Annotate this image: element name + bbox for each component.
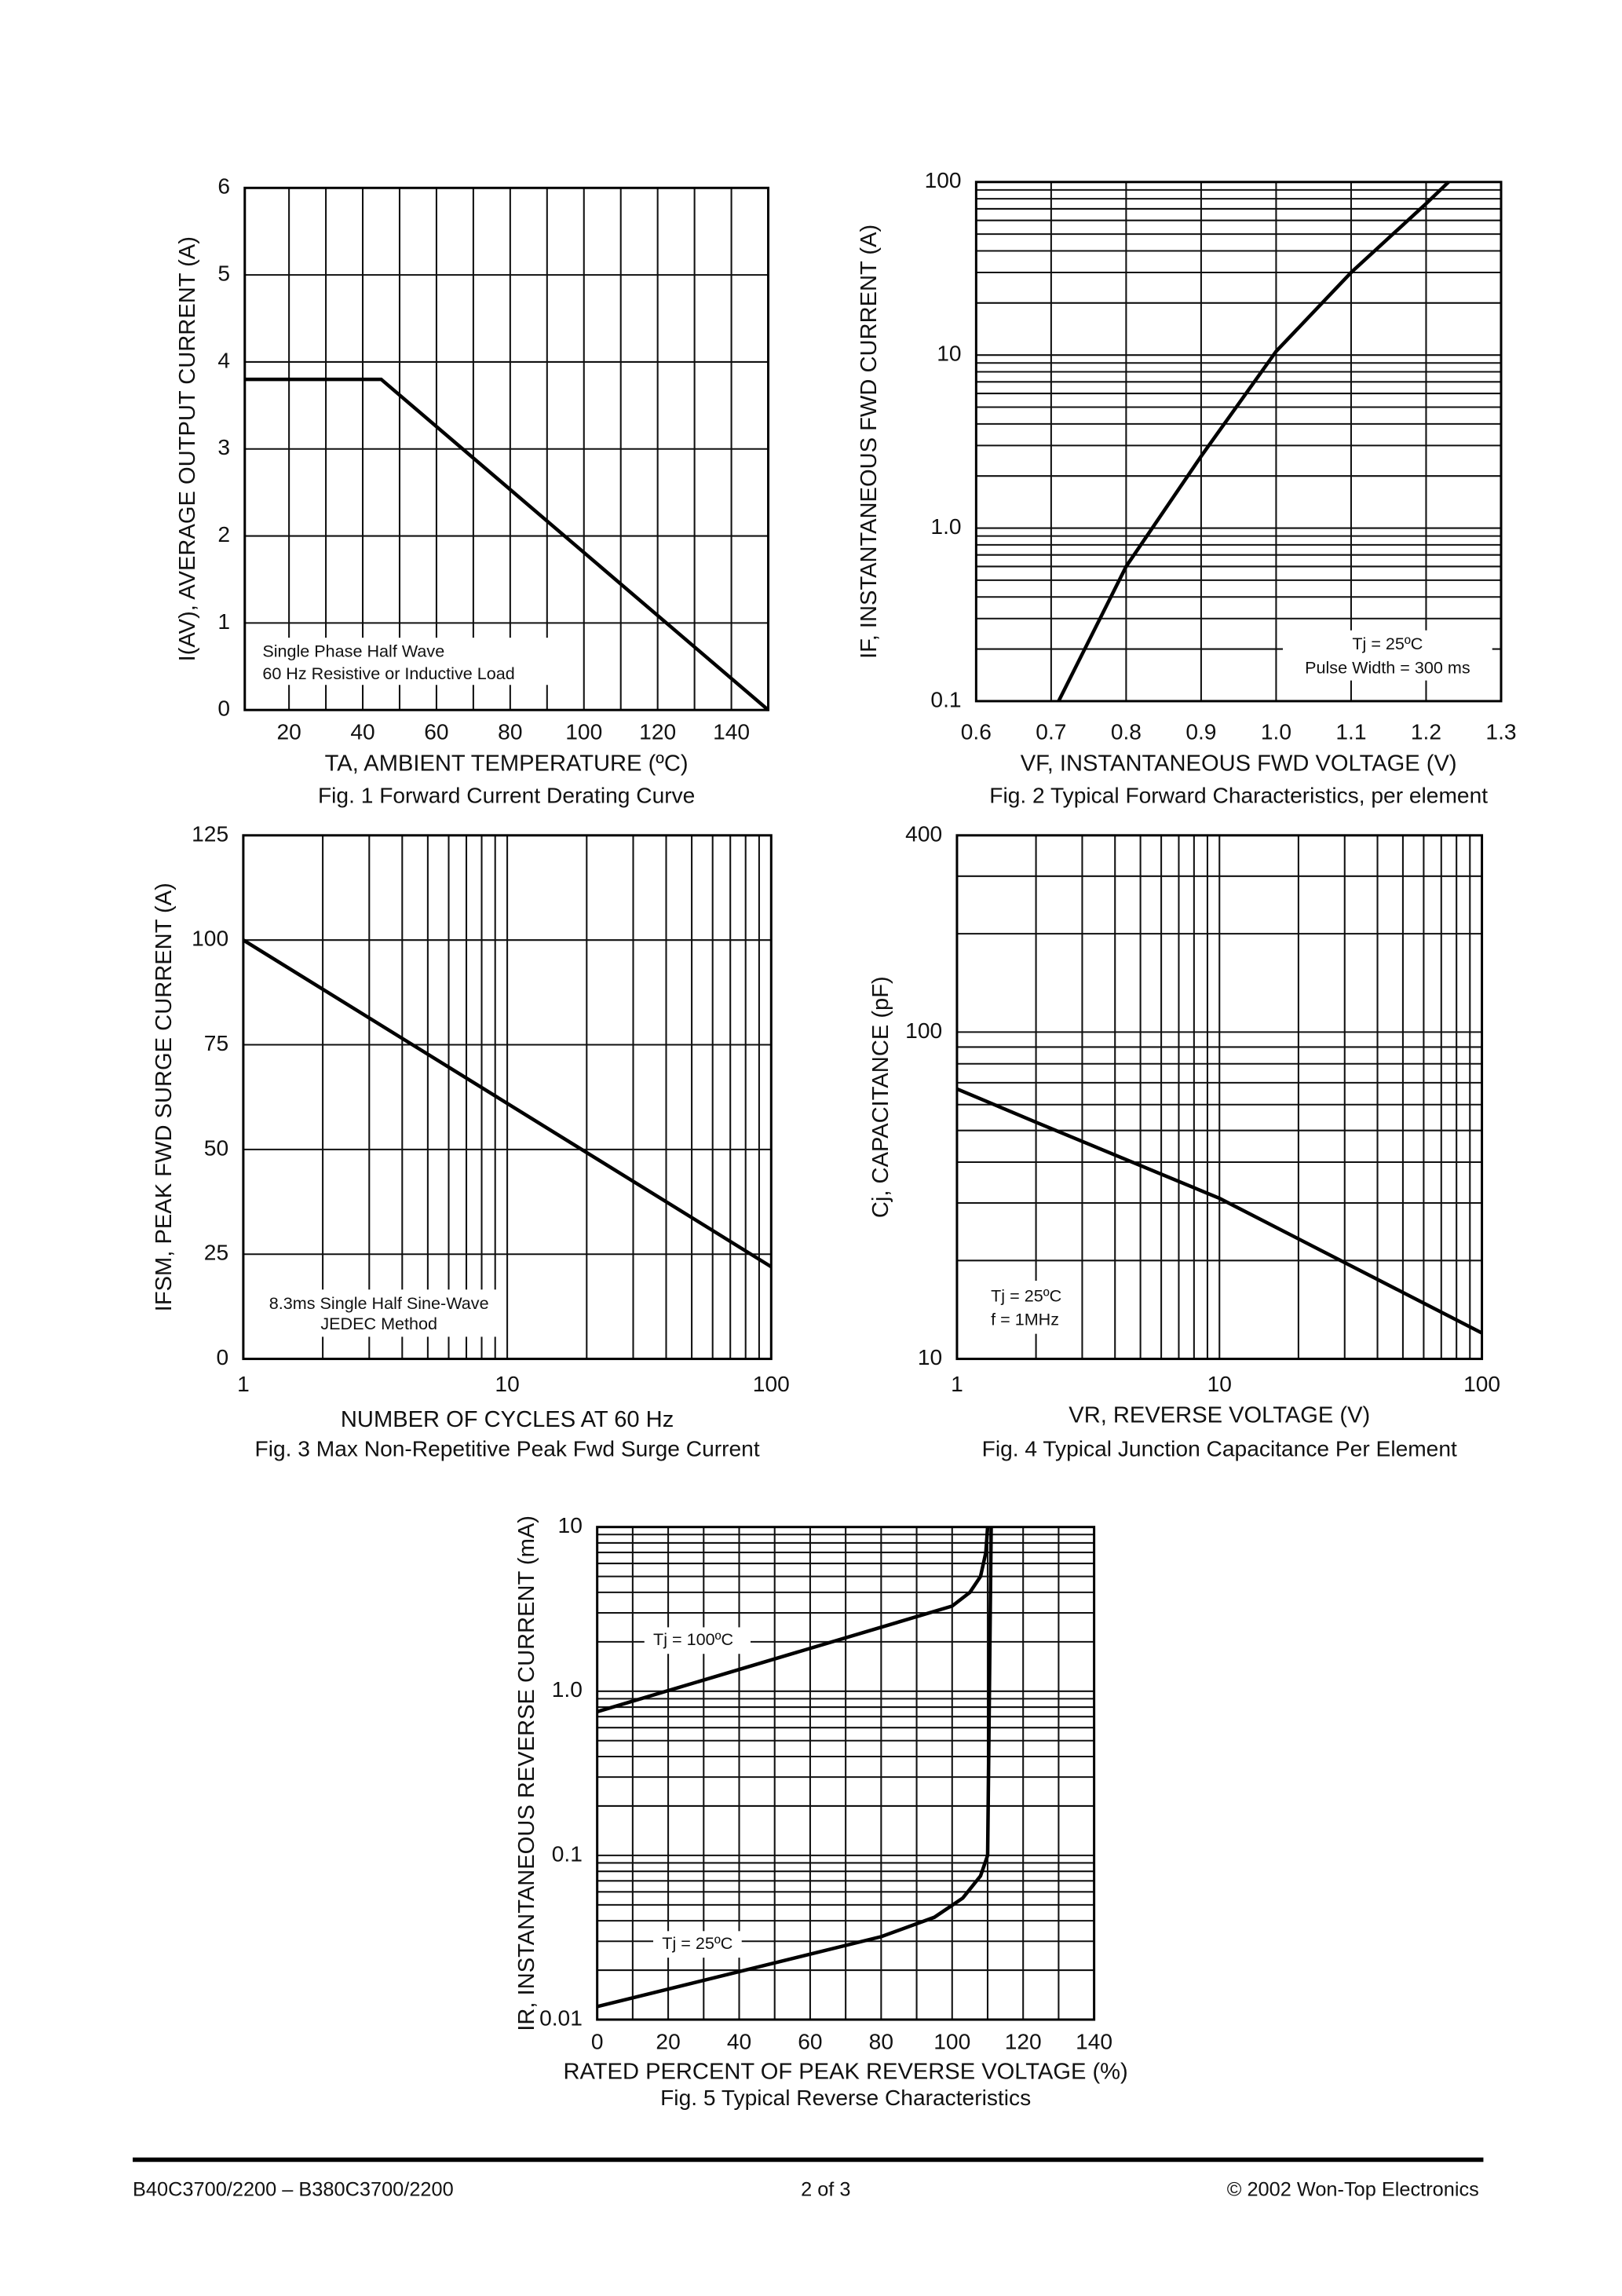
- data-line: [1057, 181, 1450, 702]
- data-line: [956, 1087, 1483, 1335]
- y-tick-label: 6: [217, 174, 230, 199]
- plot-frame: [242, 834, 773, 1361]
- y-tick-label: 100: [925, 167, 962, 192]
- y-axis-label: I(AV), AVERAGE OUTPUT CURRENT (A): [175, 236, 200, 661]
- y-axis-label: IR, INSTANTANEOUS REVERSE CURRENT (mA): [514, 1515, 539, 2031]
- y-tick-label: 0.1: [930, 686, 961, 711]
- plot-frame: [243, 186, 770, 711]
- annotation: f = 1MHz: [991, 1309, 1059, 1329]
- data-line: [244, 377, 769, 711]
- annotation-box: [254, 638, 549, 686]
- y-tick-label: 25: [204, 1240, 228, 1265]
- x-axis-label: VF, INSTANTANEOUS FWD VOLTAGE (V): [1021, 751, 1457, 776]
- x-tick-label: 1: [951, 1371, 963, 1396]
- x-axis-label: NUMBER OF CYCLES AT 60 Hz: [341, 1407, 674, 1432]
- footer-center: 2 of 3: [801, 2179, 850, 2201]
- x-tick-label: 0.6: [961, 719, 992, 744]
- y-tick-label: 3: [217, 434, 230, 459]
- figure-caption: Fig. 1 Forward Current Derating Curve: [318, 782, 695, 807]
- x-tick-label: 120: [639, 719, 676, 744]
- plot-frame: [974, 181, 1503, 703]
- annotation: Tj = 25ºC: [662, 1933, 732, 1953]
- x-tick-label: 140: [1076, 2028, 1112, 2053]
- y-axis-label: Cj, CAPACITANCE (pF): [868, 976, 893, 1218]
- y-tick-label: 100: [905, 1018, 942, 1043]
- y-tick-label: 100: [192, 926, 228, 951]
- y-tick-label: 400: [905, 821, 942, 846]
- figure-caption: Fig. 2 Typical Forward Characteristics, …: [989, 782, 1488, 807]
- y-tick-label: 0: [217, 696, 230, 721]
- annotation: Tj = 25ºC: [1352, 634, 1423, 653]
- x-tick-label: 40: [727, 2028, 751, 2053]
- annotation: Tj = 25ºC: [991, 1285, 1061, 1305]
- annotation-box: [1283, 630, 1492, 681]
- y-tick-label: 5: [217, 261, 230, 286]
- data-line: [242, 938, 773, 1269]
- annotation: 8.3ms Single Half Sine-Wave: [269, 1293, 489, 1313]
- footer-right: © 2002 Won-Top Electronics: [1227, 2179, 1479, 2201]
- annotation-box: [983, 1281, 1069, 1334]
- figure-caption: Fig. 3 Max Non-Repetitive Peak Fwd Surge…: [255, 1435, 760, 1461]
- annotation-box: [644, 1627, 751, 1654]
- x-tick-label: 100: [1463, 1371, 1500, 1396]
- y-tick-label: 10: [558, 1512, 583, 1537]
- footer-left: B40C3700/2200 – B380C3700/2200: [133, 2179, 454, 2201]
- x-tick-label: 80: [498, 719, 522, 744]
- figure-caption: Fig. 5 Typical Reverse Characteristics: [660, 2085, 1031, 2110]
- annotation: Single Phase Half Wave: [262, 642, 444, 661]
- data-line: [597, 1526, 993, 2009]
- data-line: [597, 1526, 990, 1714]
- annotation: 60 Hz Resistive or Inductive Load: [262, 664, 514, 683]
- y-tick-label: 10: [937, 341, 961, 366]
- y-tick-label: 4: [217, 347, 230, 372]
- x-axis-label: VR, REVERSE VOLTAGE (V): [1069, 1403, 1370, 1428]
- y-tick-label: 0.1: [552, 1841, 583, 1866]
- x-tick-label: 0: [591, 2028, 604, 2053]
- y-tick-label: 0.01: [539, 2005, 583, 2030]
- plot-frame: [955, 834, 1484, 1361]
- y-axis-label: IF, INSTANTANEOUS FWD CURRENT (A): [857, 225, 882, 659]
- x-tick-label: 40: [350, 719, 374, 744]
- x-tick-label: 100: [565, 719, 602, 744]
- plot-frame: [596, 1526, 1096, 2021]
- x-tick-label: 10: [1207, 1371, 1232, 1396]
- x-tick-label: 1.0: [1261, 719, 1291, 744]
- y-tick-label: 0: [216, 1344, 228, 1369]
- x-tick-label: 1.2: [1411, 719, 1441, 744]
- y-tick-label: 1.0: [930, 514, 961, 539]
- x-tick-label: 100: [933, 2028, 970, 2053]
- y-tick-label: 2: [217, 521, 230, 547]
- annotation: Pulse Width = 300 ms: [1305, 657, 1470, 677]
- y-axis-label: IFSM, PEAK FWD SURGE CURRENT (A): [152, 883, 177, 1311]
- y-tick-label: 1: [217, 609, 230, 634]
- x-tick-label: 60: [424, 719, 448, 744]
- x-tick-label: 10: [495, 1371, 519, 1396]
- x-tick-label: 1.1: [1335, 719, 1366, 744]
- x-axis-label: TA, AMBIENT TEMPERATURE (ºC): [325, 751, 689, 776]
- annotation-box: [653, 1931, 742, 1958]
- x-tick-label: 20: [276, 719, 301, 744]
- x-tick-label: 1.3: [1485, 719, 1516, 744]
- annotation: Tj = 100ºC: [653, 1629, 733, 1649]
- x-tick-label: 100: [753, 1371, 790, 1396]
- y-tick-label: 75: [204, 1030, 228, 1055]
- annotation-box: [250, 1289, 502, 1337]
- x-tick-label: 0.7: [1036, 719, 1066, 744]
- x-axis-label: RATED PERCENT OF PEAK REVERSE VOLTAGE (%…: [564, 2059, 1128, 2084]
- x-tick-label: 140: [713, 719, 750, 744]
- y-tick-label: 125: [192, 821, 228, 846]
- y-tick-label: 10: [918, 1344, 942, 1369]
- annotation: JEDEC Method: [320, 1314, 437, 1333]
- y-tick-label: 50: [204, 1135, 228, 1160]
- x-tick-label: 120: [1005, 2028, 1042, 2053]
- x-tick-label: 80: [869, 2028, 893, 2053]
- figure-caption: Fig. 4 Typical Junction Capacitance Per …: [982, 1435, 1457, 1461]
- y-tick-label: 1.0: [552, 1676, 583, 1702]
- x-tick-label: 20: [656, 2028, 680, 2053]
- x-tick-label: 1: [237, 1371, 250, 1396]
- x-tick-label: 0.9: [1185, 719, 1216, 744]
- x-tick-label: 0.8: [1111, 719, 1142, 744]
- x-tick-label: 60: [798, 2028, 822, 2053]
